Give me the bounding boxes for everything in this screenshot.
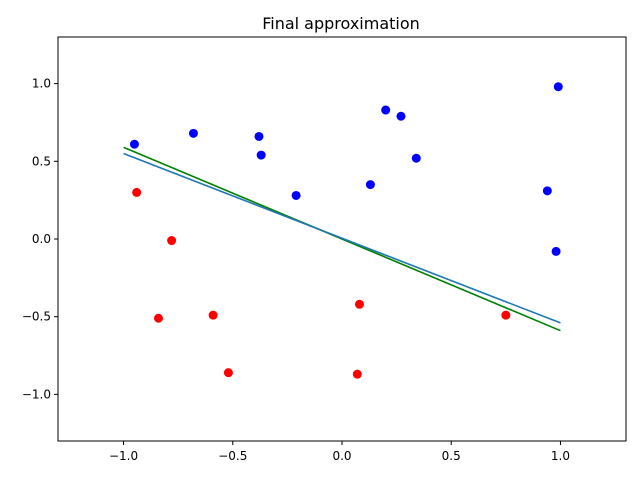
data-point-s0-6 [381,105,391,115]
data-point-s0-8 [411,153,421,163]
data-point-s1-7 [501,310,511,320]
x-tick-label: −0.5 [218,449,247,463]
data-point-s1-3 [208,310,218,320]
x-tick-label: −1.0 [109,449,138,463]
chart-title: Final approximation [262,14,420,33]
data-point-s0-5 [365,180,375,190]
x-tick-label: 0.0 [332,449,351,463]
data-point-s1-1 [167,236,177,246]
x-tick-label: 0.5 [442,449,461,463]
data-point-s0-11 [551,246,561,256]
data-point-s0-7 [396,111,406,121]
plot-area [123,82,563,379]
data-point-s1-4 [223,368,233,378]
data-point-s0-0 [129,139,139,149]
fit-line-3 [123,152,561,324]
y-tick-label: 0.5 [32,154,51,168]
data-point-s0-4 [291,190,301,200]
data-point-s1-2 [153,313,163,323]
axis-ticks: −1.0 −0.5 0.0 0.5 1.0 −1.0 −0.5 0.0 0.5 1.0 [22,77,570,463]
y-tick-label: 1.0 [32,77,51,91]
data-point-s0-10 [553,82,563,92]
data-point-s0-2 [254,131,264,141]
data-point-s1-0 [132,187,142,197]
y-tick-label: −0.5 [22,310,51,324]
data-point-s0-3 [256,150,266,160]
x-tick-label: 1.0 [551,449,570,463]
y-tick-label: 0.0 [32,232,51,246]
data-point-s1-5 [354,299,364,309]
data-point-s1-6 [352,369,362,379]
y-tick-label: −1.0 [22,387,51,401]
data-point-s0-9 [542,186,552,196]
data-point-s0-1 [188,128,198,138]
